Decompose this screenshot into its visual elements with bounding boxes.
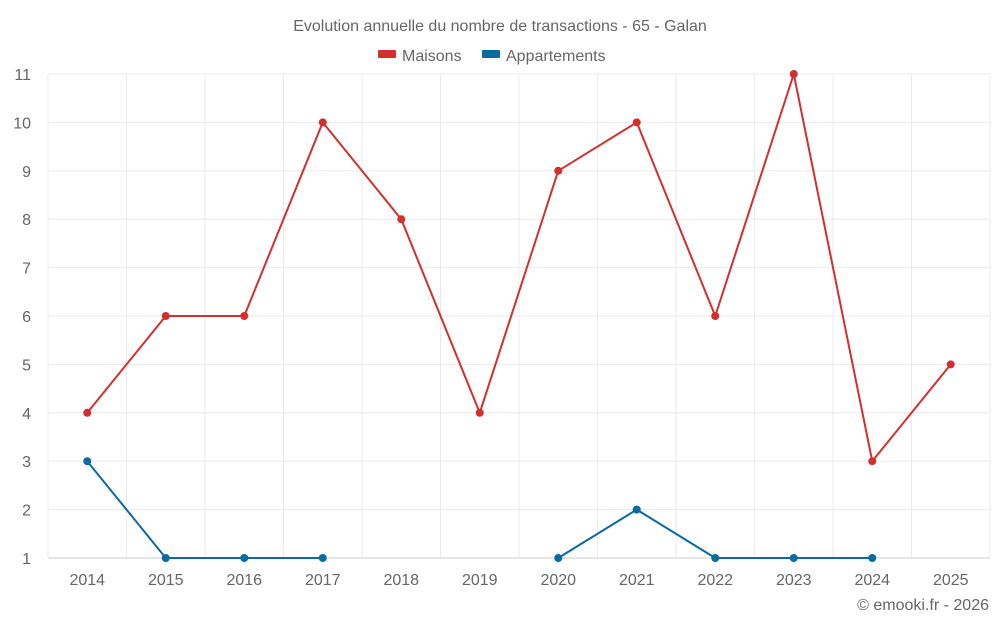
data-point-appartements[interactable]	[161, 554, 170, 562]
data-point-appartements[interactable]	[789, 554, 798, 562]
x-tick-label: 2025	[933, 572, 969, 589]
x-tick-label: 2015	[148, 572, 184, 589]
series-maisons	[83, 70, 955, 466]
y-tick-label: 2	[22, 503, 31, 520]
legend: Maisons Appartements	[378, 48, 606, 65]
y-tick-label: 9	[22, 164, 31, 181]
y-axis-tick-labels: 1 2 3 4 5 6 7 8 9 10 11	[13, 67, 31, 568]
y-tick-label: 8	[22, 212, 31, 229]
data-point-maisons[interactable]	[83, 408, 92, 417]
series-line-maisons	[86, 73, 952, 463]
data-point-appartements[interactable]	[711, 554, 720, 562]
y-tick-label: 7	[22, 261, 31, 278]
series-layer	[83, 70, 955, 562]
legend-swatch-appartements[interactable]	[482, 50, 500, 58]
y-tick-label: 1	[22, 551, 31, 568]
x-tick-label: 2016	[226, 572, 262, 589]
series-line-appartements	[557, 508, 873, 559]
x-tick-label: 2020	[540, 572, 576, 589]
data-point-appartements[interactable]	[868, 554, 877, 562]
data-point-appartements[interactable]	[632, 505, 641, 514]
data-point-maisons[interactable]	[318, 118, 327, 127]
y-tick-label: 3	[22, 454, 31, 471]
data-point-appartements[interactable]	[83, 457, 92, 466]
data-point-maisons[interactable]	[475, 408, 484, 417]
x-axis-tick-labels: 2014 2015 2016 2017 2018 2019 2020 2021 2022 2023…	[69, 572, 968, 589]
copyright-text: © emooki.fr - 2026	[857, 597, 989, 614]
y-tick-label: 11	[14, 67, 31, 84]
data-point-appartements[interactable]	[318, 554, 327, 562]
y-tick-label: 4	[22, 406, 31, 423]
series-appartements	[83, 457, 877, 562]
x-tick-label: 2022	[697, 572, 733, 589]
data-point-maisons[interactable]	[240, 312, 249, 320]
x-tick-label: 2019	[462, 572, 498, 589]
data-point-maisons[interactable]	[632, 118, 641, 127]
data-point-maisons[interactable]	[397, 215, 406, 224]
data-point-maisons[interactable]	[789, 70, 798, 78]
legend-label-maisons[interactable]: Maisons	[402, 48, 462, 65]
chart-title: Evolution annuelle du nombre de transact…	[293, 18, 707, 35]
y-tick-label: 6	[22, 309, 31, 326]
data-point-maisons[interactable]	[554, 166, 563, 175]
data-point-maisons[interactable]	[161, 312, 170, 320]
legend-swatch-maisons[interactable]	[378, 50, 396, 58]
x-tick-label: 2014	[69, 572, 105, 589]
y-tick-label: 10	[13, 115, 31, 132]
data-point-appartements[interactable]	[240, 554, 249, 562]
x-tick-label: 2018	[383, 572, 419, 589]
x-tick-label: 2017	[305, 572, 341, 589]
data-point-maisons[interactable]	[868, 457, 877, 466]
x-tick-label: 2023	[776, 572, 812, 589]
y-tick-label: 5	[22, 357, 31, 374]
data-point-maisons[interactable]	[946, 360, 955, 369]
series-line-appartements	[86, 460, 323, 559]
legend-label-appartements[interactable]: Appartements	[506, 48, 606, 65]
x-tick-label: 2024	[854, 572, 890, 589]
x-tick-label: 2021	[619, 572, 655, 589]
data-point-appartements[interactable]	[554, 554, 563, 562]
data-point-maisons[interactable]	[711, 312, 720, 320]
